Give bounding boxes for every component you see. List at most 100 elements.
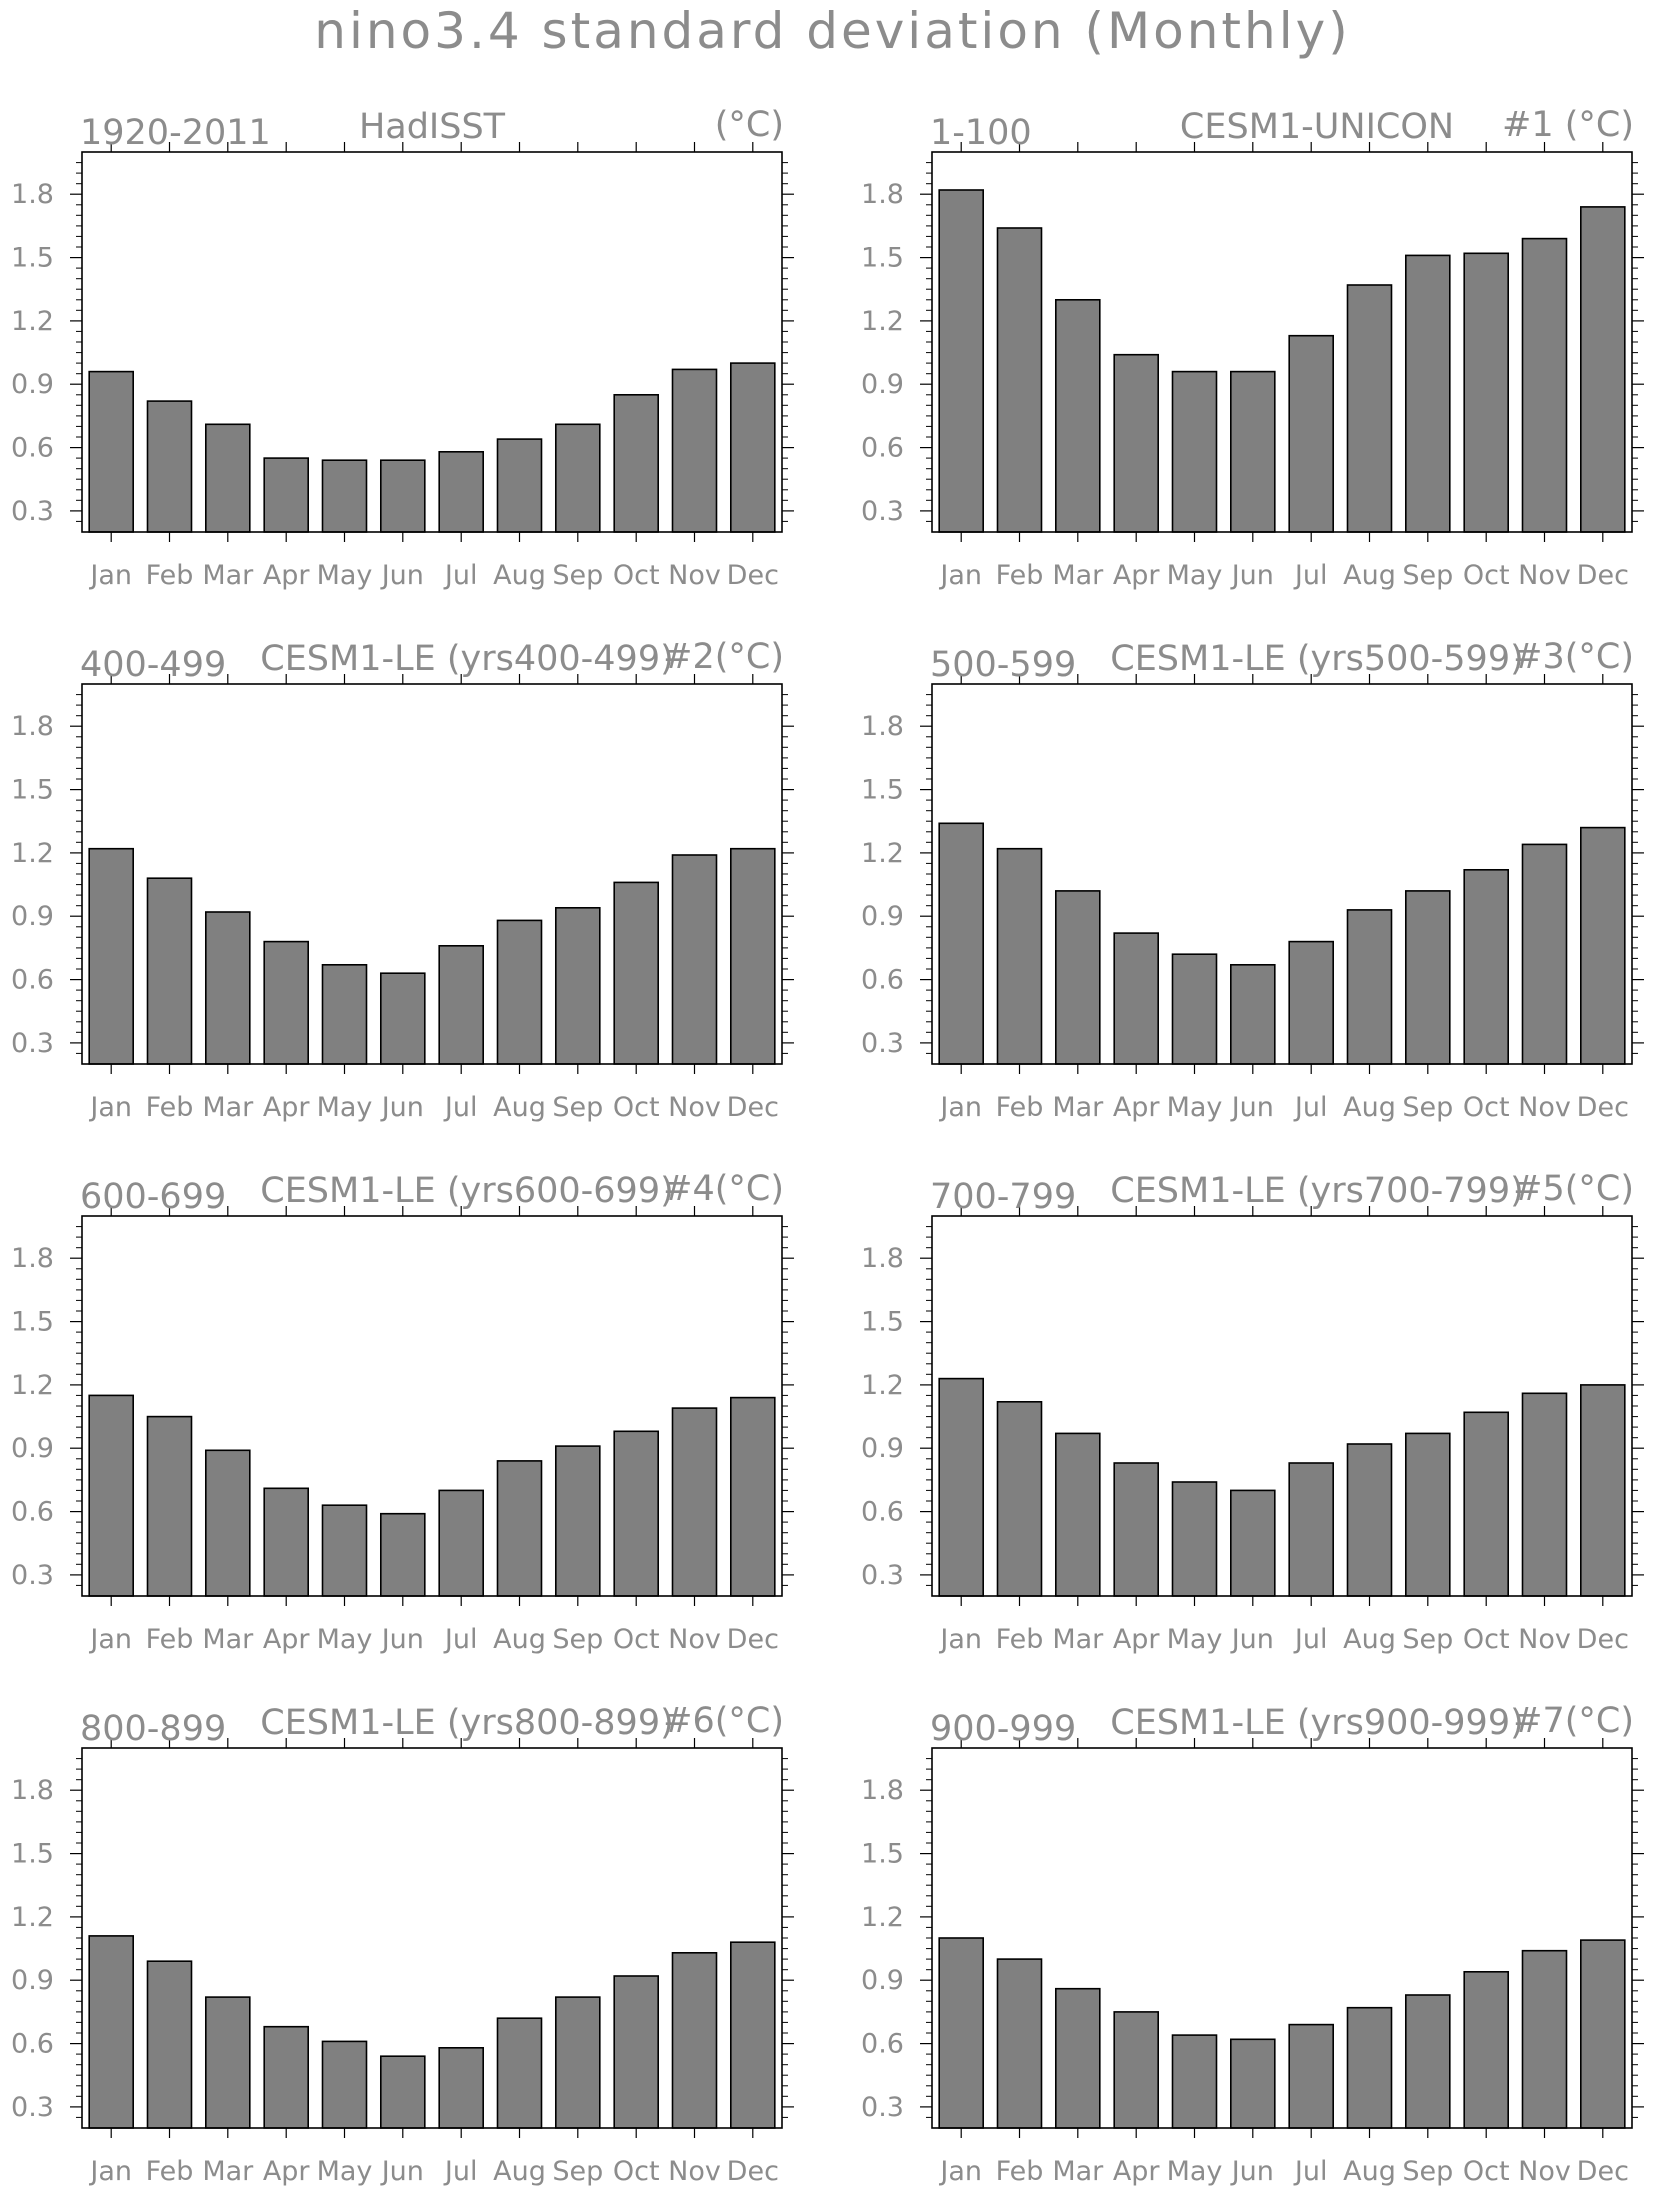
bar-mar [205, 1449, 251, 1597]
x-tick-label-aug: Aug [493, 560, 546, 591]
x-tick-label-apr: Apr [1113, 560, 1161, 591]
panel-right-label: #6(°C) [663, 1701, 784, 1741]
x-tick-label-jun: Jun [1230, 1092, 1274, 1123]
bar-oct [613, 1975, 660, 2129]
y-tick-label: 0.6 [11, 2029, 54, 2060]
bar-jan [938, 1377, 985, 1597]
bar-dec [729, 1396, 776, 1597]
y-tick-label: 1.5 [861, 1307, 904, 1338]
bar-jul [438, 2047, 485, 2129]
x-tick-label-jan: Jan [88, 560, 132, 591]
x-tick-label-mar: Mar [1052, 2156, 1104, 2187]
y-tick-label: 0.3 [11, 1560, 54, 1591]
x-tick-label-nov: Nov [668, 1624, 721, 1655]
x-tick-label-nov: Nov [1518, 2156, 1571, 2187]
bar-jul [438, 1489, 485, 1597]
x-tick-label-may: May [317, 1092, 373, 1123]
bar-apr [263, 457, 310, 533]
y-tick-label: 1.8 [861, 1775, 904, 1806]
bar-feb [996, 847, 1043, 1065]
x-tick-label-feb: Feb [146, 560, 194, 591]
bar-mar [205, 911, 251, 1065]
bar-may [1171, 2034, 1218, 2129]
bar-aug [1346, 1443, 1393, 1597]
panel-center-label: CESM1-LE (yrs400-499) [260, 639, 674, 679]
x-tick-label-mar: Mar [202, 560, 254, 591]
x-tick-label-jul: Jul [443, 2156, 478, 2187]
y-tick-label: 0.3 [861, 2092, 904, 2123]
y-tick-label: 1.2 [11, 1902, 54, 1933]
bar-dec [1580, 206, 1626, 533]
y-tick-label: 1.8 [11, 1243, 54, 1274]
panel-right-label: (°C) [715, 105, 784, 145]
bar-sep [554, 423, 601, 533]
y-tick-label: 0.3 [861, 1028, 904, 1059]
bar-feb [996, 227, 1043, 533]
x-tick-label-aug: Aug [493, 2156, 546, 2187]
y-tick-label: 0.6 [861, 2029, 904, 2060]
y-tick-label: 0.6 [861, 965, 904, 996]
panel-right-label: #7(°C) [1513, 1701, 1634, 1741]
x-tick-label-feb: Feb [146, 1092, 194, 1123]
bar-mar [1055, 298, 1101, 533]
x-tick-label-mar: Mar [202, 2156, 254, 2187]
bar-aug [496, 2017, 543, 2129]
panel-right-label: #5(°C) [1513, 1169, 1634, 1209]
x-tick-label-nov: Nov [668, 560, 721, 591]
x-tick-label-nov: Nov [668, 2156, 721, 2187]
x-tick-label-sep: Sep [1402, 2156, 1453, 2187]
bar-jan [938, 822, 985, 1065]
bar-nov [671, 854, 718, 1065]
x-tick-label-mar: Mar [1052, 1624, 1104, 1655]
bar-sep [554, 1445, 601, 1597]
x-tick-label-nov: Nov [1518, 1092, 1571, 1123]
y-tick-label: 1.2 [861, 306, 904, 337]
x-tick-label-jul: Jul [443, 560, 478, 591]
x-tick-label-apr: Apr [263, 1092, 311, 1123]
bar-jan [88, 1935, 134, 2129]
panel-left-label: 1-100 [930, 113, 1032, 153]
x-tick-label-mar: Mar [1052, 560, 1104, 591]
bar-sep [554, 906, 601, 1065]
y-tick-label: 1.5 [861, 1839, 904, 1870]
y-tick-label: 1.5 [11, 243, 54, 274]
bar-oct [1463, 868, 1509, 1065]
x-tick-label-feb: Feb [996, 1624, 1044, 1655]
x-tick-label-oct: Oct [1463, 1092, 1510, 1123]
panel-right-label: #2(°C) [663, 637, 784, 677]
x-tick-label-jan: Jan [938, 1624, 982, 1655]
panel-left-label: 800-899 [80, 1709, 226, 1749]
panel-left-label: 600-699 [80, 1177, 226, 1217]
x-tick-label-dec: Dec [727, 2156, 779, 2187]
x-tick-label-mar: Mar [1052, 1092, 1104, 1123]
bar-may [1171, 370, 1218, 533]
bar-feb [996, 1401, 1043, 1597]
x-tick-label-may: May [1167, 2156, 1223, 2187]
x-tick-label-nov: Nov [1518, 1624, 1571, 1655]
y-tick-label: 0.9 [861, 1965, 904, 1996]
bar-dec [1580, 1384, 1626, 1597]
bar-jun [1230, 370, 1276, 533]
x-tick-label-may: May [317, 560, 373, 591]
bar-mar [1055, 1432, 1101, 1597]
x-tick-label-apr: Apr [263, 1624, 311, 1655]
x-tick-label-feb: Feb [146, 1624, 194, 1655]
panel-left-label: 1920-2011 [80, 113, 271, 153]
x-tick-label-mar: Mar [202, 1624, 254, 1655]
bar-oct [1463, 1411, 1509, 1597]
x-tick-label-may: May [1167, 1624, 1223, 1655]
x-tick-label-aug: Aug [1343, 1092, 1396, 1123]
bar-feb [146, 877, 193, 1065]
x-tick-label-dec: Dec [1577, 1624, 1629, 1655]
bar-may [321, 1504, 368, 1597]
y-tick-label: 0.9 [861, 901, 904, 932]
bar-may [1171, 953, 1218, 1065]
bar-may [321, 459, 368, 533]
x-tick-label-jun: Jun [380, 1092, 424, 1123]
bar-dec [1580, 1939, 1626, 2129]
bar-apr [1113, 1462, 1159, 1597]
bar-oct [1463, 252, 1509, 533]
x-tick-label-jan: Jan [938, 560, 982, 591]
y-tick-label: 1.8 [861, 179, 904, 210]
